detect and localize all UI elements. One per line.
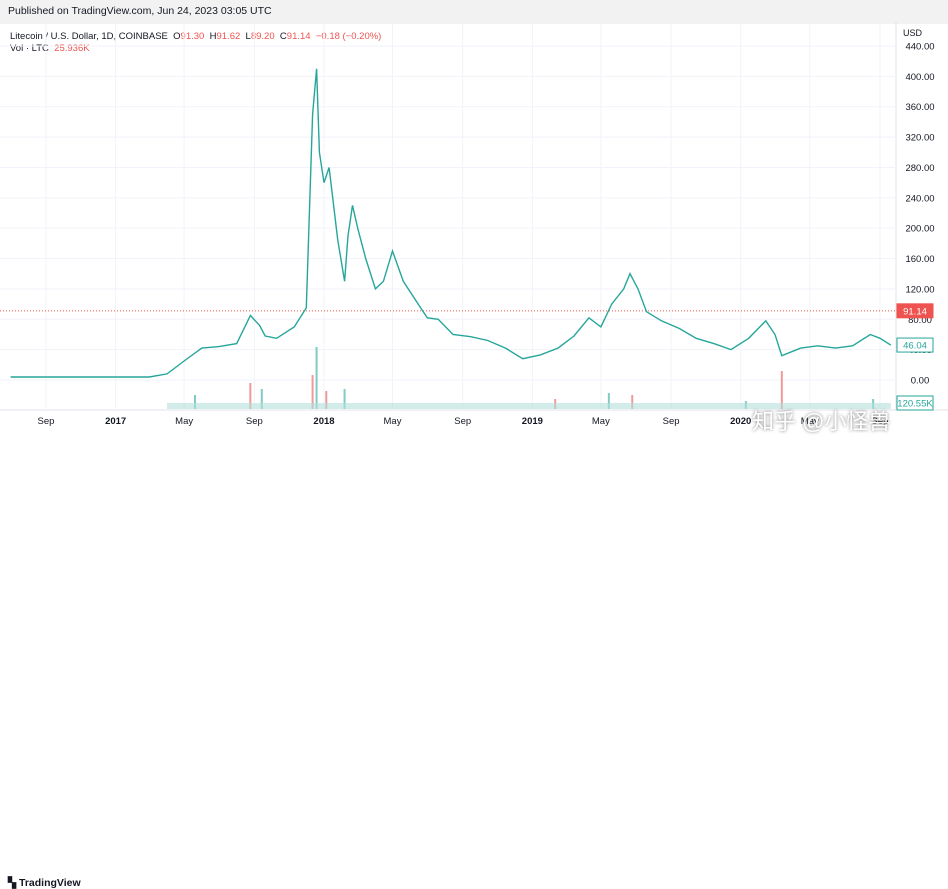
x-tick-label: Sep xyxy=(454,416,471,427)
open-label: O xyxy=(173,31,181,42)
symbol-legend[interactable]: Litecoin / U.S. Dollar, 1D, COINBASE O91… xyxy=(10,31,381,42)
volume-value: 25.936K xyxy=(54,43,90,54)
x-tick-label: 2018 xyxy=(313,416,334,427)
price-chart[interactable]: 0.0040.0080.00120.00160.00200.00240.0028… xyxy=(0,0,948,459)
x-tick-label: Sep xyxy=(663,416,680,427)
close-label: C xyxy=(279,31,287,42)
tradingview-logo[interactable]: ▚ TradingView xyxy=(8,877,81,889)
sma-badge-text: 46.04 xyxy=(903,341,927,352)
sma-badge-box xyxy=(896,337,934,353)
volume-bar xyxy=(315,347,318,409)
volume-bars xyxy=(167,347,891,409)
change-value: −0.18 (−0.20%) xyxy=(315,31,382,42)
y-tick-label: 200.00 xyxy=(905,224,934,235)
volume-bar xyxy=(311,375,314,409)
y-tick-label: 440.00 xyxy=(905,42,934,53)
current-price-badge-box xyxy=(896,303,934,319)
y-tick-label: 280.00 xyxy=(905,163,934,174)
x-tick-label: 2017 xyxy=(105,416,126,427)
y-tick-label: 160.00 xyxy=(905,254,934,265)
time-axis[interactable]: Sep 2017 May Sep 2018 May Sep 2019 May Sep 2020 May… xyxy=(38,416,889,427)
price-axis[interactable]: 0.0040.0080.00120.00160.00200.00240.0028… xyxy=(905,42,934,387)
price-series xyxy=(10,68,892,378)
open-value: 91.30 xyxy=(180,31,205,42)
x-tick-label: 2020 xyxy=(730,416,751,427)
high-value: 91.62 xyxy=(216,31,241,42)
x-tick-label: May xyxy=(384,416,402,427)
y-tick-label: 400.00 xyxy=(905,72,934,83)
watermark: 知乎 @小怪兽 xyxy=(752,409,891,434)
x-tick-label: Sep xyxy=(872,416,889,427)
volume-label: Vol · LTC xyxy=(10,43,49,54)
y-tick-label: 320.00 xyxy=(905,133,934,144)
high-label: H xyxy=(209,31,217,42)
x-tick-label: Sep xyxy=(38,416,55,427)
symbol-name: Litecoin / U.S. Dollar, 1D, COINBASE xyxy=(10,31,168,42)
x-tick-label: May xyxy=(592,416,610,427)
volume-bar xyxy=(325,391,328,409)
gridlines xyxy=(0,22,896,410)
low-label: L xyxy=(245,31,251,42)
tradingview-logo-icon: ▚ xyxy=(8,877,17,889)
y-tick-label: 0.00 xyxy=(911,376,930,387)
y-tick-label: 120.00 xyxy=(905,284,934,295)
y-tick-label: 80.00 xyxy=(908,315,932,326)
currency-label: USD xyxy=(903,28,923,38)
volume-legend[interactable]: Vol · LTC 25.936K xyxy=(10,43,90,54)
x-tick-label: 2019 xyxy=(522,416,543,427)
current-price-badge-text: 91.14 xyxy=(903,306,927,317)
price-line xyxy=(10,68,892,378)
price-badges: 91.14 46.04 120.55K xyxy=(896,303,934,411)
header-bar: Published on TradingView.com, Jun 24, 20… xyxy=(0,0,948,24)
x-tick-label: May xyxy=(175,416,193,427)
published-text: Published on TradingView.com, Jun 24, 20… xyxy=(8,5,272,17)
y-tick-label: 360.00 xyxy=(905,102,934,113)
x-tick-label: May xyxy=(801,416,819,427)
close-value: 91.14 xyxy=(286,31,311,42)
low-value: 89.20 xyxy=(250,31,275,42)
volume-badge-box xyxy=(896,395,934,411)
volume-bar xyxy=(780,371,783,409)
footer-bar: ▚ TradingView xyxy=(0,436,948,889)
volume-bar xyxy=(249,383,252,409)
volume-bar xyxy=(343,389,346,409)
volume-bar xyxy=(631,395,634,409)
x-tick-label: Sep xyxy=(246,416,263,427)
volume-bar xyxy=(607,393,610,409)
y-tick-label: 240.00 xyxy=(905,193,934,204)
volume-badge-text: 120.55K xyxy=(897,399,933,410)
volume-band xyxy=(167,403,891,409)
tradingview-logo-text: TradingView xyxy=(19,877,81,889)
volume-bar xyxy=(193,395,196,409)
volume-bar xyxy=(260,389,263,409)
